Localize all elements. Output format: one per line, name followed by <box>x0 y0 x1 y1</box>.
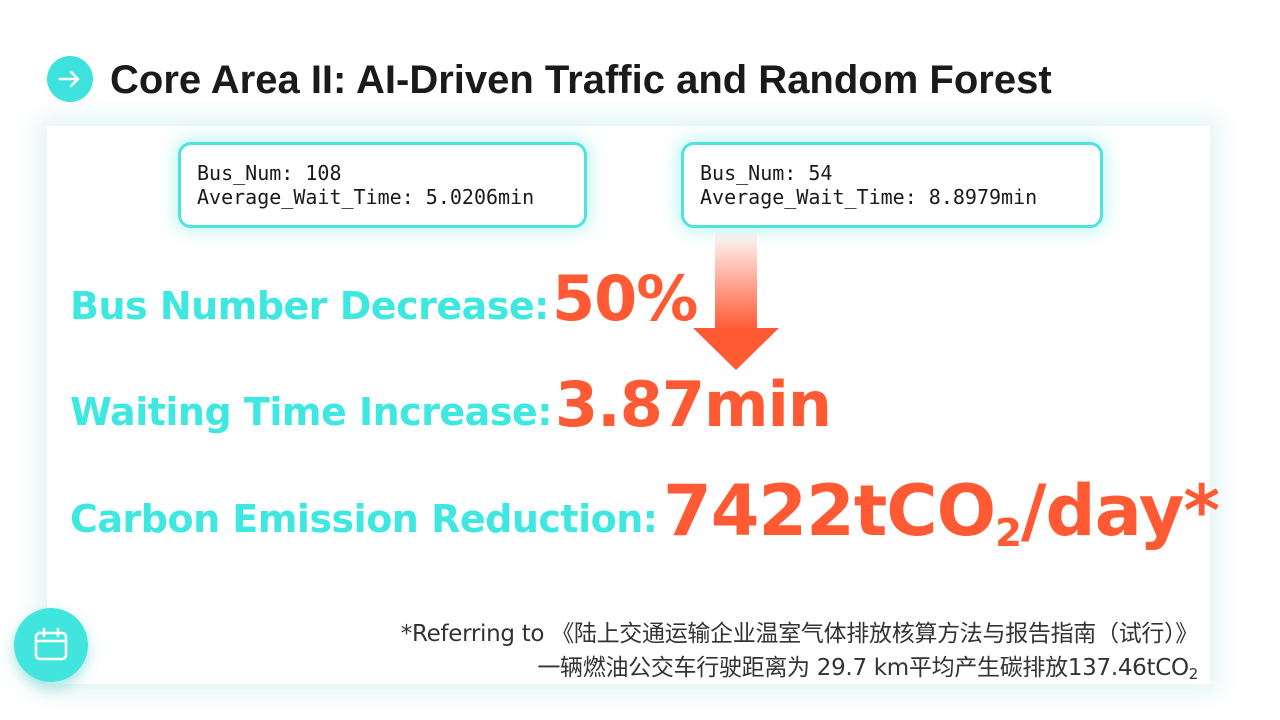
down-arrow-shaft <box>715 230 757 330</box>
arrow-right-icon <box>47 56 93 102</box>
metric-value: 3.87min <box>555 368 832 441</box>
footnote-subscript: 2 <box>1188 665 1199 684</box>
footnote-reference: *Referring to 《陆上交通运输企业温室气体排放核算方法与报告指南（试… <box>400 621 1199 647</box>
calendar-button[interactable] <box>14 608 88 682</box>
scenario-box-before: Bus_Num: 108 Average_Wait_Time: 5.0206mi… <box>178 142 587 228</box>
wait-time-text: Average_Wait_Time: 8.8979min <box>700 185 1038 209</box>
metric-value: 50% <box>552 262 698 335</box>
scenario-box-after: Bus_Num: 54 Average_Wait_Time: 8.8979min <box>681 142 1103 228</box>
wait-time-text: Average_Wait_Time: 5.0206min <box>197 185 535 209</box>
page-title: Core Area II: AI-Driven Traffic and Rand… <box>110 58 1052 102</box>
calendar-icon <box>34 627 68 661</box>
metric-label: Bus Number Decrease: <box>70 284 549 328</box>
metric-label: Carbon Emission Reduction: <box>70 497 658 541</box>
metric-label: Waiting Time Increase: <box>70 390 552 434</box>
value-subscript: 2 <box>995 510 1022 556</box>
metric-value: 7422tCO2/day* <box>663 470 1220 556</box>
bus-num-text: Bus_Num: 54 <box>700 161 833 185</box>
value-suffix: /day* <box>1020 470 1220 552</box>
footnote-detail-text: 一辆燃油公交车行驶距离为 29.7 km平均产生碳排放137.46tCO <box>537 655 1189 681</box>
bus-num-text: Bus_Num: 108 <box>197 161 342 185</box>
down-arrow-icon <box>693 328 779 370</box>
value-prefix: 7422tCO <box>663 470 996 552</box>
footnote-detail: 一辆燃油公交车行驶距离为 29.7 km平均产生碳排放137.46tCO2 <box>198 648 1199 684</box>
